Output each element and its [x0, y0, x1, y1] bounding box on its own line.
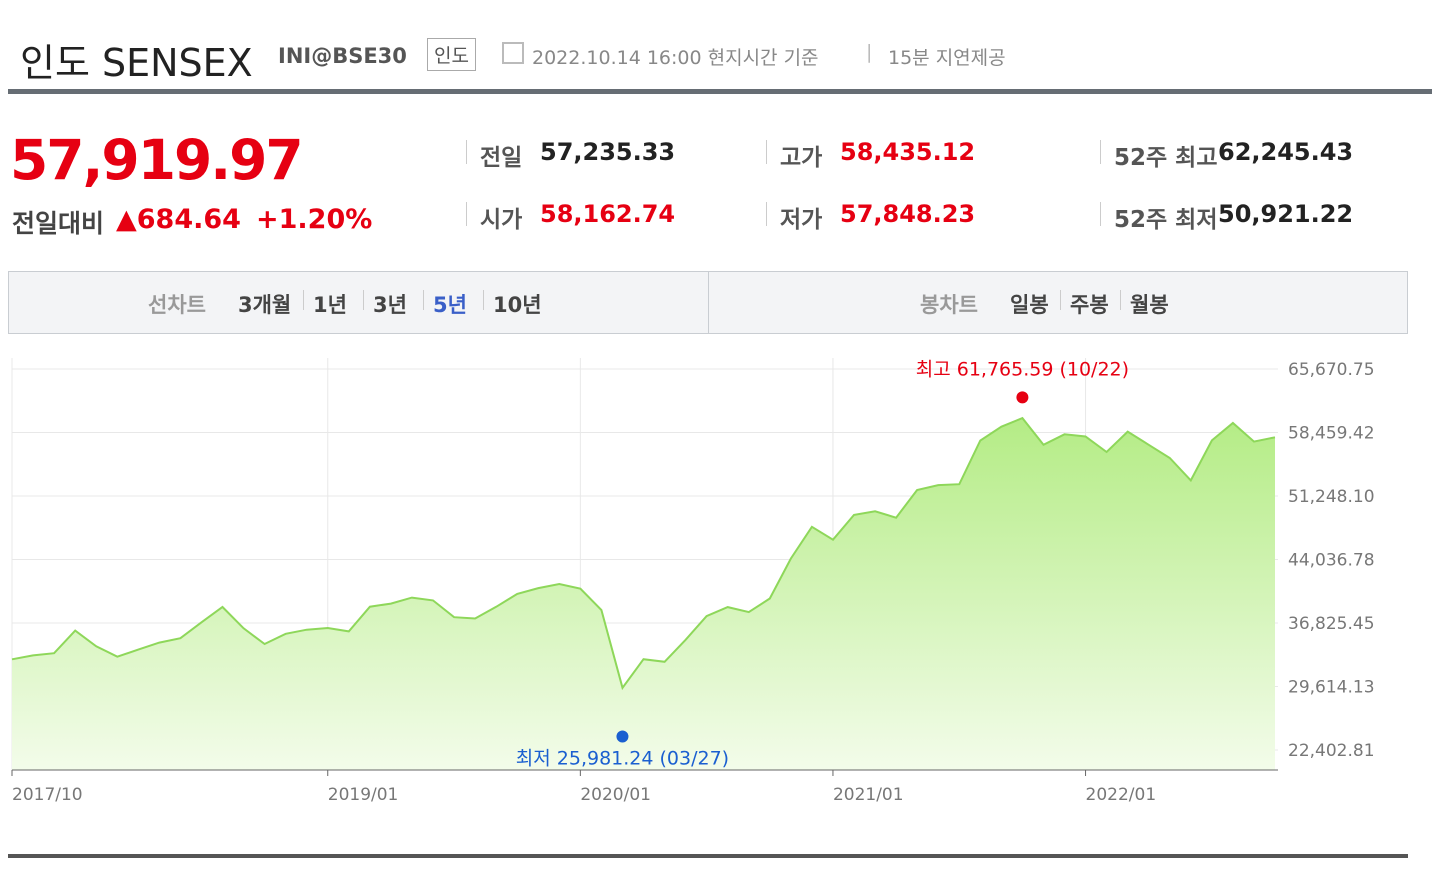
stat-label: 저가 [780, 207, 823, 233]
change-pct: +1.20% [256, 204, 373, 235]
bottom-rule [8, 854, 1408, 858]
tab-separator [363, 290, 364, 310]
tab-separator [423, 290, 424, 310]
tab-separator [483, 290, 484, 310]
price: 57,919.97 [10, 128, 304, 192]
tab-separator [1120, 290, 1121, 310]
stat-separator [466, 140, 467, 164]
tab[interactable]: 1년 [313, 293, 347, 317]
change: ▲684.64 [116, 204, 241, 235]
annotation-point [1016, 391, 1029, 404]
tab-divider [708, 271, 709, 334]
header-rule [8, 89, 1432, 94]
title: 인도 SENSEX [20, 41, 253, 85]
code: INI@BSE30 [278, 44, 407, 68]
tab[interactable]: 일봉 [1010, 293, 1049, 317]
badge: 인도 [427, 38, 476, 71]
stat-separator [466, 202, 467, 226]
stat-value: 50,921.22 [1218, 200, 1354, 228]
stat-separator [766, 202, 767, 226]
annotation-point [616, 730, 629, 743]
annotation-label: 최고 61,765.59 (10/22) [916, 358, 1129, 380]
datetime: 2022.10.14 16:00 현지시간 기준 [532, 47, 819, 69]
tab-group-label: 선차트 [148, 293, 206, 317]
y-tick-label: 29,614.13 [1288, 677, 1375, 697]
x-tick-label: 2020/01 [580, 785, 651, 805]
y-tick-label: 22,402.81 [1288, 741, 1375, 761]
change-value: 684.64 [136, 204, 241, 235]
tab-group-label: 봉차트 [920, 293, 978, 317]
stat-separator [1100, 202, 1101, 226]
stat-label: 고가 [780, 145, 823, 171]
tab-separator [1060, 290, 1061, 310]
annotation-label: 최저 25,981.24 (03/27) [516, 747, 729, 769]
x-tick-label: 2022/01 [1086, 785, 1157, 805]
stat-value: 58,435.12 [840, 138, 976, 166]
stat-label: 52주 최고 [1114, 145, 1218, 171]
y-tick-label: 65,670.75 [1288, 360, 1375, 380]
tab-separator [303, 290, 304, 310]
clock-icon [502, 42, 524, 64]
tab[interactable]: 주봉 [1070, 293, 1109, 317]
separator: | [866, 41, 873, 63]
area [12, 418, 1275, 770]
delay: 15분 지연제공 [888, 47, 1006, 69]
line [11, 416, 1276, 691]
stat-label: 52주 최저 [1114, 207, 1218, 233]
y-tick-label: 58,459.42 [1288, 424, 1375, 444]
stat-label: 시가 [480, 207, 523, 233]
chart: 22,402.81 29,614.13 36,825.45 44,036.78 51,2… [11, 358, 1375, 805]
x-tick-label: 2019/01 [328, 785, 399, 805]
stat-value: 58,162.74 [540, 200, 676, 228]
tab[interactable]: 3개월 [238, 293, 292, 317]
stat-value: 57,848.23 [840, 200, 976, 228]
stat-value: 57,235.33 [540, 138, 676, 166]
stat-separator [1100, 140, 1101, 164]
tab[interactable]: 5년 [433, 293, 467, 317]
stat-separator [766, 140, 767, 164]
tab[interactable]: 월봉 [1130, 293, 1169, 317]
change-label: 전일대비 [12, 209, 105, 238]
y-tick-label: 44,036.78 [1288, 551, 1375, 571]
y-tick-label: 51,248.10 [1288, 487, 1375, 507]
tab[interactable]: 3년 [373, 293, 407, 317]
stat-label: 전일 [480, 145, 523, 171]
y-tick-label: 36,825.45 [1288, 614, 1375, 634]
tab[interactable]: 10년 [493, 293, 542, 317]
x-tick-label: 2017/10 [12, 785, 83, 805]
stat-value: 62,245.43 [1218, 138, 1354, 166]
x-tick-label: 2021/01 [833, 785, 904, 805]
